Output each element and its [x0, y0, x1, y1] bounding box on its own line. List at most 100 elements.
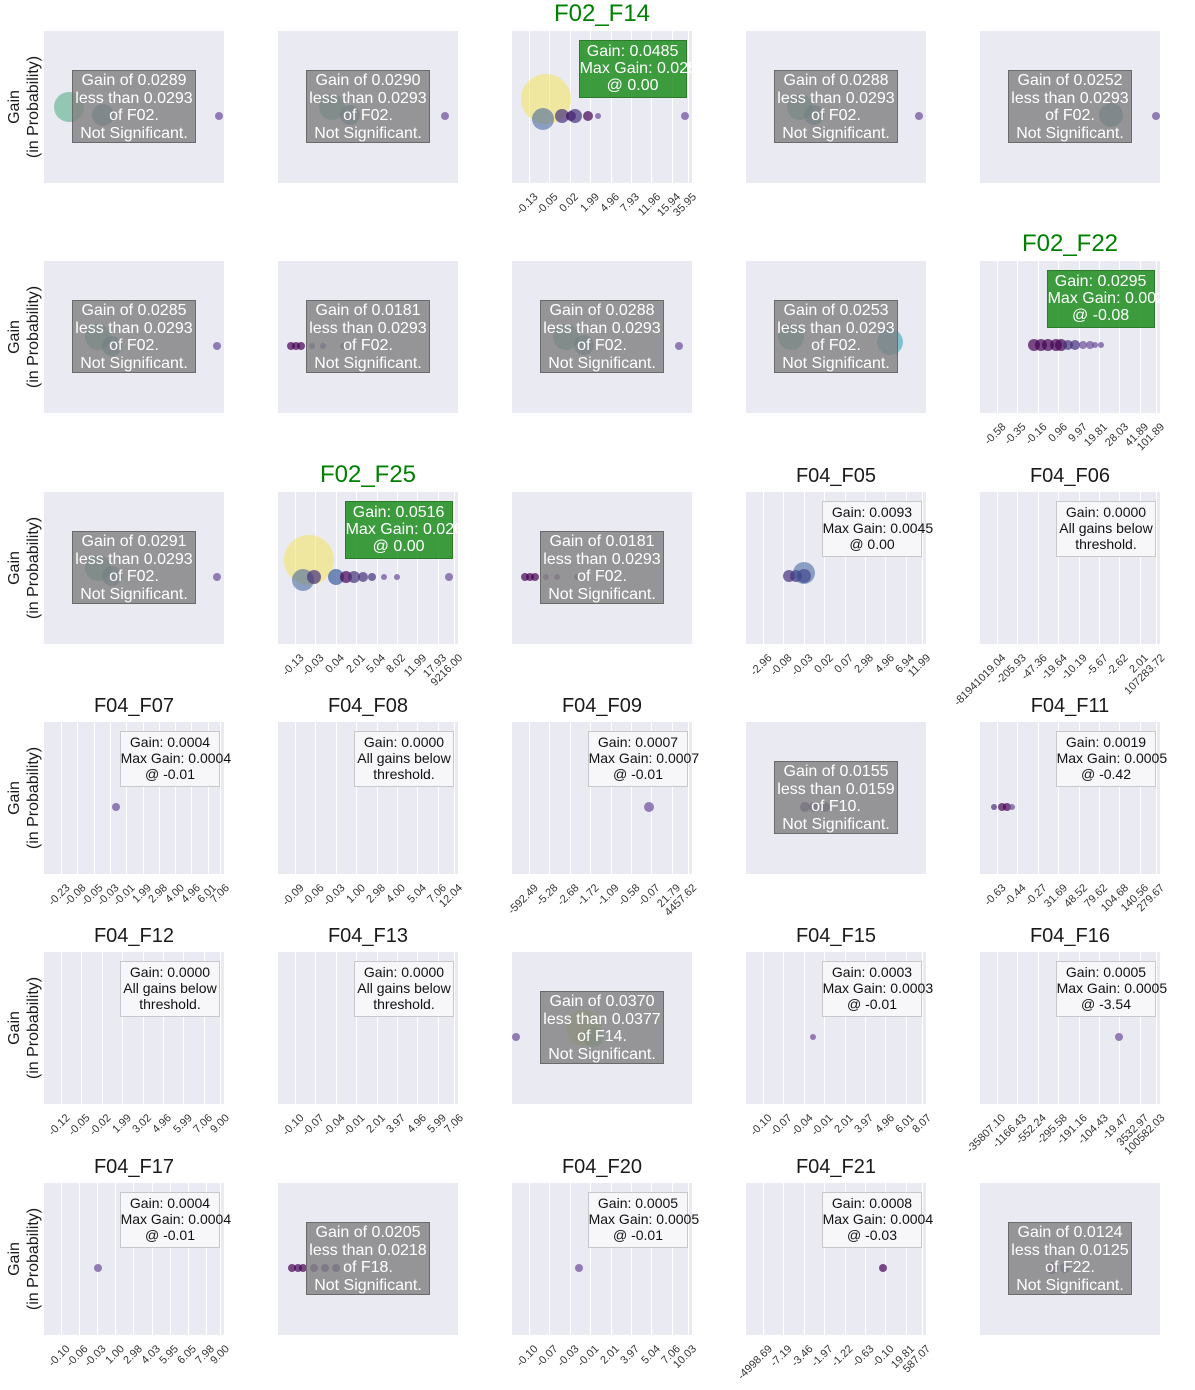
gridline [763, 1183, 764, 1335]
gridline [922, 952, 923, 1104]
gridline [356, 492, 357, 644]
box-text-line: Max Gain: 0.0004 [120, 750, 232, 766]
x-tick-label: -0.04 [789, 1112, 816, 1139]
gridline [454, 492, 455, 644]
data-point [1063, 339, 1074, 350]
gridline [549, 1183, 550, 1335]
x-tick-label: 2.01 [832, 1112, 856, 1136]
subplot: Gain of 0.0370 less than 0.0377 of F14. Not… [512, 952, 692, 1104]
data-point [292, 342, 300, 351]
box-text-line: of F18. [343, 1259, 393, 1276]
box-text-line: Not Significant. [314, 124, 422, 142]
data-point [286, 342, 295, 351]
data-point [675, 342, 684, 351]
gridline [906, 952, 907, 1104]
x-tick-label: 0.02 [557, 191, 582, 215]
gridline [1058, 492, 1059, 644]
gridline [885, 1183, 886, 1335]
subplot: F04_F09 Gain: 0.0007 Max Gain: 0.0007 @ -0.… [506, 695, 700, 919]
gridline [356, 722, 357, 874]
x-tick-label: 3.97 [852, 1112, 877, 1136]
box-text-line: Gain: 0.0000 [129, 964, 211, 980]
gridline [220, 722, 221, 874]
subplot: Gain of 0.0155 less than 0.0159 of F10. Not… [746, 722, 926, 874]
subplot-title: F04_F13 [327, 925, 409, 947]
gain-info-box: Gain: 0.0004 Max Gain: 0.0004 @ -0.01 [119, 731, 232, 787]
box-text-line: of F02. [109, 568, 159, 585]
gridline [417, 722, 418, 874]
box-text-line: Gain of 0.0291 [81, 533, 187, 550]
box-text-line: less than 0.0293 [1011, 89, 1129, 107]
y-axis-label-text: Gain (in Probability) [5, 977, 43, 1079]
x-tick-label: 3.02 [130, 1112, 154, 1136]
subplot-title: F02_F14 [553, 0, 651, 27]
x-tick-label: -0.09 [280, 882, 307, 909]
box-text-line: of F02. [1045, 107, 1095, 124]
box-text-line: Gain: 0.0004 [129, 1195, 211, 1211]
box-text-line: of F22. [1045, 1259, 1095, 1276]
y-axis-label-line2: (in Probability) [25, 516, 42, 620]
box-text-line: Max Gain: 0.0254 [579, 60, 706, 77]
gridline [1140, 952, 1141, 1104]
gridline [672, 31, 673, 183]
gain-info-box: Gain: 0.0005 Max Gain: 0.0005 @ -3.54 [1055, 961, 1167, 1017]
x-tick-label: -0.01 [575, 1343, 602, 1370]
subplot: F04_F11 Gain: 0.0019 Max Gain: 0.0005 @ -0.… [980, 695, 1167, 914]
x-tick-label: 0.02 [811, 652, 836, 676]
data-point [94, 1264, 102, 1273]
subplot-title: F04_F05 [795, 465, 877, 487]
x-tick-label: -0.03 [555, 1343, 582, 1370]
gridline [97, 1183, 98, 1335]
x-tick-label: -0.01 [809, 1112, 836, 1139]
gridline [183, 952, 184, 1104]
gridline [824, 952, 825, 1104]
gain-info-box: Gain: 0.0008 Max Gain: 0.0004 @ -0.03 [821, 1192, 933, 1248]
data-point [997, 803, 1006, 812]
not-significant-box: Gain of 0.0288 less than 0.0293 of F02. Not… [540, 300, 664, 373]
box-text-line: @ -3.54 [1080, 996, 1131, 1012]
box-text-line: Gain: 0.0005 [1065, 964, 1147, 980]
data-point [212, 342, 221, 351]
x-tick-label: -0.10 [514, 1343, 541, 1370]
gain-info-box: Gain: 0.0003 Max Gain: 0.0003 @ -0.01 [821, 961, 933, 1017]
data-point [297, 342, 306, 351]
box-text-line: less than 0.0377 [543, 1010, 661, 1028]
gridline [397, 492, 398, 644]
gridline [377, 492, 378, 644]
data-point [1152, 112, 1160, 121]
box-text-line: Gain: 0.0004 [129, 734, 211, 750]
gridline [336, 952, 337, 1104]
y-axis-label-line2: (in Probability) [25, 285, 42, 389]
subplot: Gain of 0.0288 less than 0.0293 of F02. Not… [512, 261, 692, 413]
significant-gain-box: Gain: 0.0516 Max Gain: 0.0268 @ 0.00 [344, 501, 472, 559]
gridline [688, 31, 689, 183]
gridline [529, 722, 530, 874]
gridline [188, 1183, 189, 1335]
box-text-line: of F02. [577, 568, 627, 585]
box-text-line: All gains below [1059, 520, 1153, 536]
x-tick-label: -0.06 [300, 882, 327, 909]
x-tick-label: -0.07 [534, 1343, 561, 1370]
data-point [531, 573, 540, 582]
gridline [1038, 952, 1039, 1104]
x-tick-label: 0.04 [323, 652, 348, 676]
subplot-title: F04_F20 [561, 1156, 643, 1178]
subplot: F04_F21 Gain: 0.0008 Max Gain: 0.0004 @ -0.… [735, 1156, 933, 1382]
box-text-line: Gain: 0.0008 [831, 1195, 913, 1211]
gridline [1038, 492, 1039, 644]
gridline [61, 722, 62, 874]
data-point [288, 1264, 297, 1273]
data-point [212, 573, 221, 582]
subplot: F02_F22 Gain: 0.0295 Max Gain: 0.0028 @ -0.… [980, 230, 1174, 453]
gridline [1140, 261, 1141, 413]
data-point [582, 111, 593, 122]
x-tick-label: -0.10 [748, 1112, 775, 1139]
subplot: Gain of 0.0181 less than 0.0293 of F02. Not… [278, 261, 458, 413]
subplot-title: F04_F17 [93, 1156, 175, 1178]
subplot: Gain of 0.0124 less than 0.0125 of F22. Not… [980, 1183, 1160, 1335]
box-text-line: less than 0.0293 [543, 550, 661, 568]
gridline [77, 722, 78, 874]
y-axis-label-line2: (in Probability) [25, 746, 42, 850]
gridline [1058, 261, 1059, 413]
gridline [143, 952, 144, 1104]
